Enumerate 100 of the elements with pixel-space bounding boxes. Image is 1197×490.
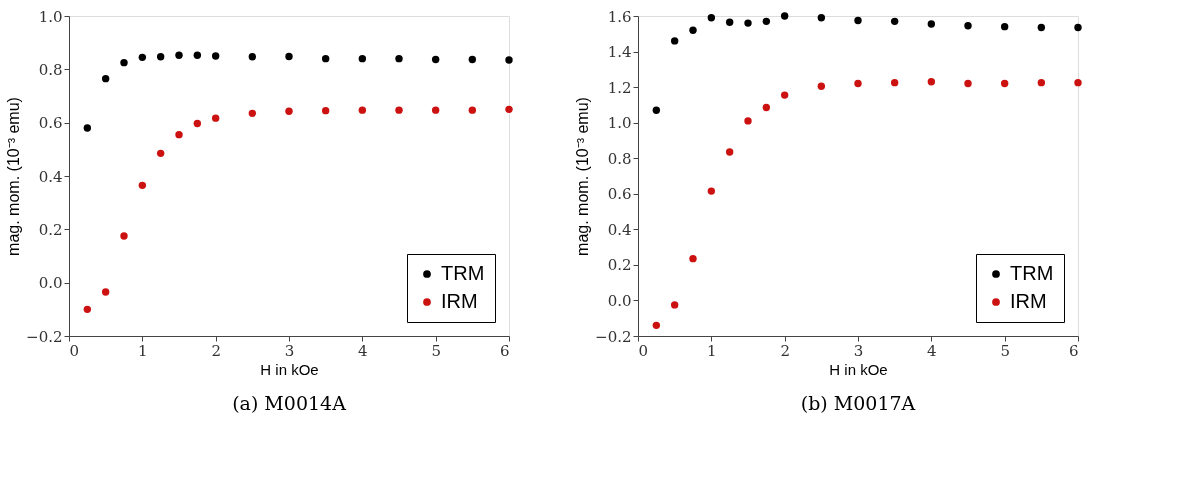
x-tick-label: 6 [1068, 341, 1079, 360]
point [817, 82, 826, 90]
y-tick-label: 0.2 [607, 256, 632, 275]
point [854, 79, 862, 88]
point [670, 301, 679, 309]
x-tick-label: 5 [431, 341, 441, 360]
y-tick-label: 0.4 [38, 167, 63, 186]
point [762, 17, 771, 26]
y-axis-title: mag. mom. (10⁻³ emu) [5, 97, 23, 256]
point [101, 74, 110, 83]
point [156, 53, 165, 61]
point [211, 114, 220, 122]
x-tick-label: 6 [499, 341, 510, 360]
point [120, 232, 128, 240]
point [744, 19, 752, 27]
y-tick-label: 1.2 [607, 78, 632, 97]
point [505, 56, 513, 64]
x-tick-label: 3 [284, 341, 295, 360]
point [927, 78, 936, 86]
point [248, 109, 257, 118]
point [83, 305, 92, 314]
point [652, 321, 661, 330]
point [120, 58, 128, 67]
point [964, 79, 972, 88]
point [431, 55, 440, 64]
legend-label: TRM [441, 262, 485, 284]
point [725, 148, 734, 156]
point [358, 106, 367, 114]
point [1000, 22, 1009, 31]
point [890, 17, 899, 26]
y-tick-label: 0.6 [607, 185, 632, 204]
point [138, 53, 147, 62]
point [193, 119, 202, 128]
y-axis-title: mag. mom. (10⁻³ emu) [574, 97, 592, 256]
point [175, 51, 183, 59]
point [780, 12, 789, 20]
y-tick-label: 0.6 [38, 114, 63, 133]
y-tick-label: 0.8 [38, 60, 63, 79]
x-tick-label: 3 [853, 341, 864, 360]
y-tick-label: 1.0 [607, 114, 632, 133]
point [762, 103, 771, 112]
x-tick-label: 0 [638, 341, 649, 360]
x-tick-label: 4 [358, 341, 368, 360]
x-axis-title: H in kOe [260, 360, 319, 378]
point [1074, 23, 1082, 32]
y-tick-label: −0.2 [26, 327, 63, 346]
point [689, 254, 697, 263]
point [395, 54, 403, 63]
point [1037, 23, 1046, 32]
point [505, 105, 513, 114]
point [725, 18, 734, 26]
point [138, 181, 147, 190]
y-tick-label: 1.0 [38, 7, 63, 26]
point [780, 91, 789, 99]
point [964, 22, 972, 30]
point [83, 124, 92, 132]
point [1037, 78, 1046, 87]
x-tick-label: 1 [138, 341, 148, 360]
point [395, 106, 403, 114]
point [211, 52, 220, 60]
point [707, 14, 716, 22]
x-tick-label: 4 [927, 341, 937, 360]
point [193, 51, 202, 59]
point [817, 14, 826, 22]
y-tick-label: −0.2 [595, 327, 632, 346]
point [285, 52, 293, 61]
point [689, 26, 697, 34]
point [101, 288, 110, 296]
point [927, 20, 936, 28]
y-tick-label: 0.4 [607, 220, 632, 239]
point [175, 130, 183, 139]
point [652, 106, 661, 114]
point [285, 107, 293, 115]
y-tick-label: 0.0 [38, 274, 63, 293]
x-tick-label: 2 [780, 341, 790, 360]
point [358, 54, 367, 63]
x-tick-label: 5 [1000, 341, 1010, 360]
point [1000, 79, 1009, 88]
y-tick-label: 0.2 [38, 220, 63, 239]
point [707, 187, 716, 195]
x-axis-title: H in kOe [829, 360, 888, 378]
x-tick-label: 0 [69, 341, 80, 360]
point [156, 149, 165, 158]
legend-label: IRM [441, 290, 478, 312]
point [431, 106, 440, 114]
y-tick-label: 0.8 [607, 149, 632, 168]
point [468, 106, 477, 114]
text: (b) M0017A [800, 392, 916, 414]
point [890, 78, 899, 87]
point [321, 54, 330, 63]
legend-label: IRM [1010, 290, 1047, 312]
point [670, 37, 679, 45]
point [321, 106, 330, 115]
text: (a) M0014A [232, 392, 347, 414]
x-tick-label: 1 [707, 341, 717, 360]
x-tick-label: 2 [211, 341, 221, 360]
y-tick-label: 1.6 [607, 7, 632, 26]
point [744, 117, 752, 125]
point [854, 16, 862, 25]
y-tick-label: 0.0 [607, 291, 632, 310]
